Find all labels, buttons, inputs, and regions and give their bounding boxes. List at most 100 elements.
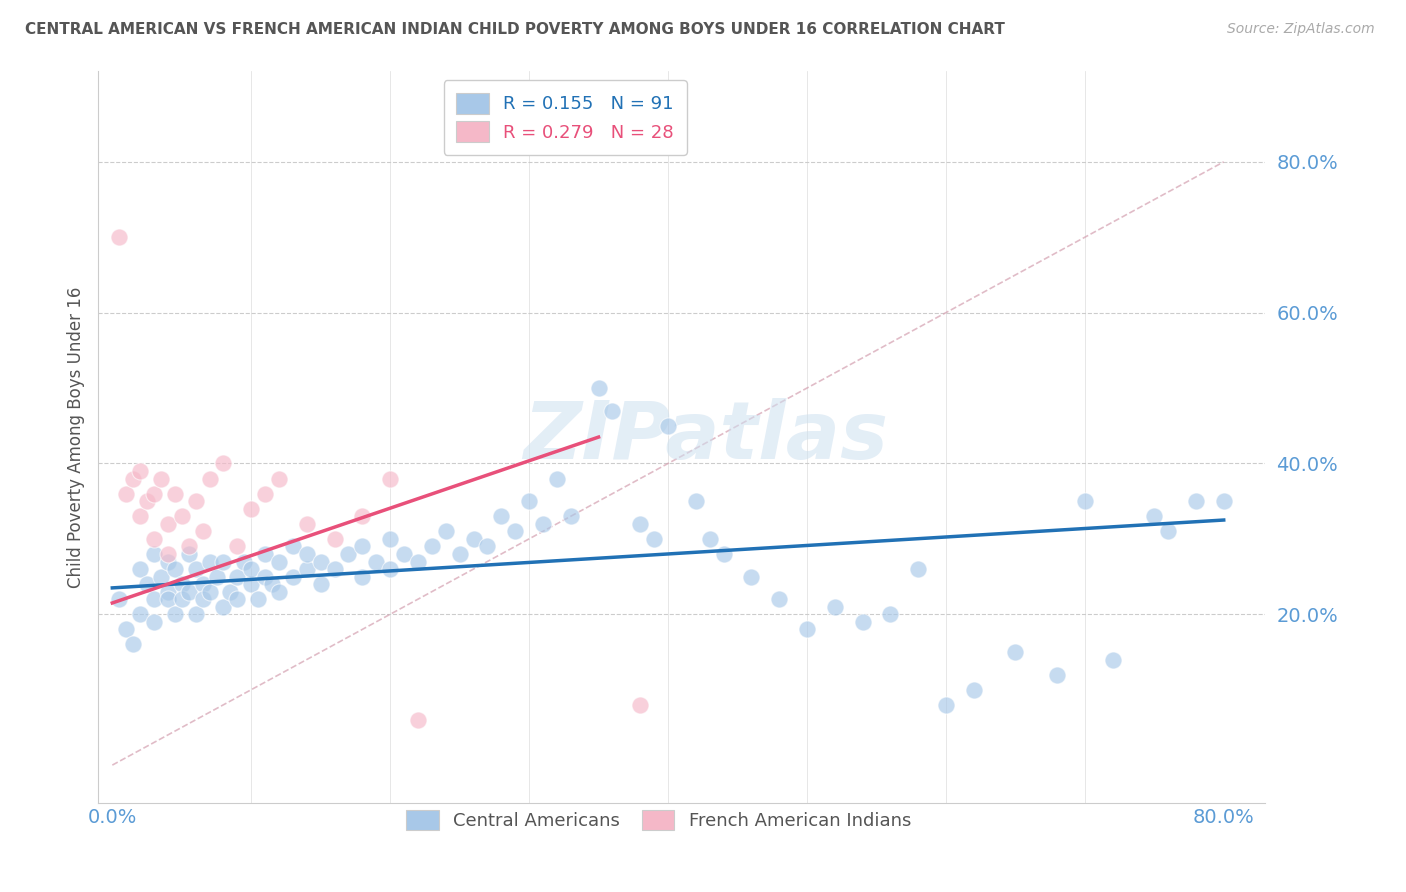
Point — [907, 562, 929, 576]
Point — [143, 486, 166, 500]
Point — [323, 532, 346, 546]
Point — [212, 457, 235, 471]
Point — [143, 547, 166, 561]
Point — [247, 592, 270, 607]
Point — [491, 509, 513, 524]
Point — [699, 532, 721, 546]
Point — [129, 562, 152, 576]
Point — [212, 554, 235, 568]
Point — [503, 524, 526, 539]
Point — [657, 418, 679, 433]
Point — [851, 615, 873, 629]
Point — [129, 464, 152, 478]
Point — [309, 554, 332, 568]
Point — [254, 547, 277, 561]
Point — [1143, 509, 1166, 524]
Point — [254, 569, 277, 583]
Point — [309, 577, 332, 591]
Point — [136, 494, 159, 508]
Text: Source: ZipAtlas.com: Source: ZipAtlas.com — [1227, 22, 1375, 37]
Point — [295, 547, 318, 561]
Point — [463, 532, 485, 546]
Point — [198, 554, 221, 568]
Point — [226, 569, 249, 583]
Point — [420, 540, 443, 554]
Point — [143, 615, 166, 629]
Point — [122, 637, 145, 651]
Point — [1157, 524, 1180, 539]
Point — [281, 569, 304, 583]
Point — [352, 509, 374, 524]
Point — [108, 230, 131, 244]
Point — [156, 554, 179, 568]
Point — [184, 562, 207, 576]
Point — [226, 540, 249, 554]
Point — [177, 540, 200, 554]
Point — [406, 554, 429, 568]
Legend: Central Americans, French American Indians: Central Americans, French American India… — [399, 803, 918, 838]
Point — [177, 584, 200, 599]
Point — [115, 623, 138, 637]
Point — [643, 532, 665, 546]
Point — [1185, 494, 1208, 508]
Point — [879, 607, 901, 622]
Point — [240, 562, 263, 576]
Point — [122, 471, 145, 485]
Point — [262, 577, 284, 591]
Point — [352, 569, 374, 583]
Point — [1046, 667, 1069, 681]
Point — [740, 569, 762, 583]
Point — [156, 584, 179, 599]
Point — [219, 584, 242, 599]
Point — [588, 381, 610, 395]
Point — [191, 592, 214, 607]
Point — [226, 592, 249, 607]
Point — [163, 562, 186, 576]
Point — [281, 540, 304, 554]
Point — [212, 599, 235, 614]
Point — [768, 592, 790, 607]
Point — [240, 577, 263, 591]
Point — [267, 471, 290, 485]
Point — [129, 509, 152, 524]
Point — [352, 540, 374, 554]
Text: ZIPatlas: ZIPatlas — [523, 398, 887, 476]
Point — [240, 501, 263, 516]
Point — [380, 562, 402, 576]
Point — [267, 554, 290, 568]
Point — [628, 698, 651, 712]
Point — [198, 471, 221, 485]
Point — [191, 577, 214, 591]
Point — [149, 471, 172, 485]
Point — [205, 569, 228, 583]
Point — [170, 592, 193, 607]
Point — [560, 509, 582, 524]
Point — [143, 592, 166, 607]
Point — [337, 547, 360, 561]
Point — [177, 547, 200, 561]
Point — [323, 562, 346, 576]
Point — [198, 584, 221, 599]
Point — [163, 607, 186, 622]
Point — [156, 516, 179, 531]
Point — [191, 524, 214, 539]
Point — [170, 577, 193, 591]
Point — [136, 577, 159, 591]
Point — [380, 532, 402, 546]
Point — [602, 403, 624, 417]
Point — [295, 516, 318, 531]
Point — [685, 494, 707, 508]
Point — [380, 471, 402, 485]
Point — [156, 592, 179, 607]
Point — [108, 592, 131, 607]
Point — [366, 554, 388, 568]
Point — [477, 540, 499, 554]
Point — [628, 516, 651, 531]
Point — [449, 547, 471, 561]
Point — [184, 494, 207, 508]
Point — [295, 562, 318, 576]
Point — [392, 547, 415, 561]
Point — [1004, 645, 1026, 659]
Point — [824, 599, 846, 614]
Point — [406, 713, 429, 727]
